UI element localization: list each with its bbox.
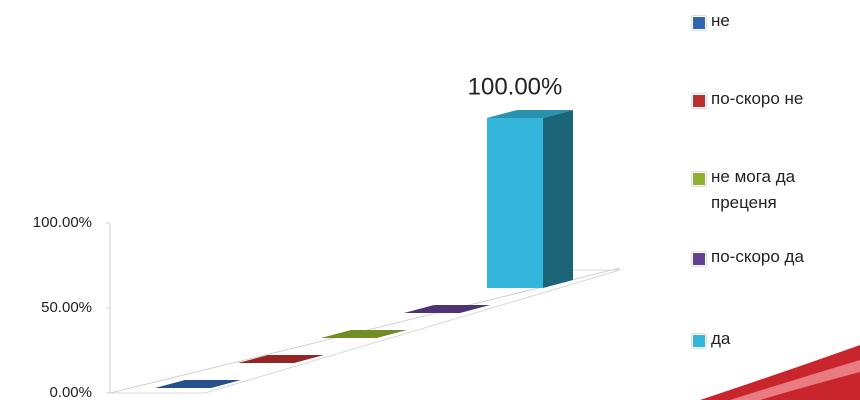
legend-swatch xyxy=(692,172,706,186)
legend-swatch xyxy=(692,252,706,266)
bar-top xyxy=(321,330,407,338)
legend-swatch xyxy=(692,16,706,30)
legend-label: да xyxy=(711,329,731,348)
decoration xyxy=(700,345,860,400)
floor xyxy=(110,269,621,394)
legend-item: по-скоро не xyxy=(692,89,852,112)
y-tick-label: 100.00% xyxy=(33,214,92,231)
legend-item: не xyxy=(692,11,852,34)
legend-item: не мога да преценя xyxy=(692,167,852,216)
legend-item: по-скоро да xyxy=(692,247,852,270)
legend-label: по-скоро да xyxy=(711,247,804,266)
data-label: 100.00% xyxy=(468,73,563,100)
bar-top xyxy=(404,305,490,313)
legend-swatch xyxy=(692,334,706,348)
bar-top xyxy=(487,110,573,118)
y-tick-label: 50.00% xyxy=(41,299,92,316)
legend-swatch xyxy=(692,94,706,108)
decoration xyxy=(730,360,860,400)
legend-item: да xyxy=(692,329,852,352)
legend-label: не xyxy=(711,11,730,30)
bar-front xyxy=(487,118,543,288)
y-tick-label: 0.00% xyxy=(49,384,92,400)
legend-label: по-скоро не xyxy=(711,89,804,108)
bar-top xyxy=(155,380,241,388)
bar-top xyxy=(238,355,324,363)
legend-label: не мога да преценя xyxy=(711,167,796,212)
bar-side xyxy=(543,110,573,288)
